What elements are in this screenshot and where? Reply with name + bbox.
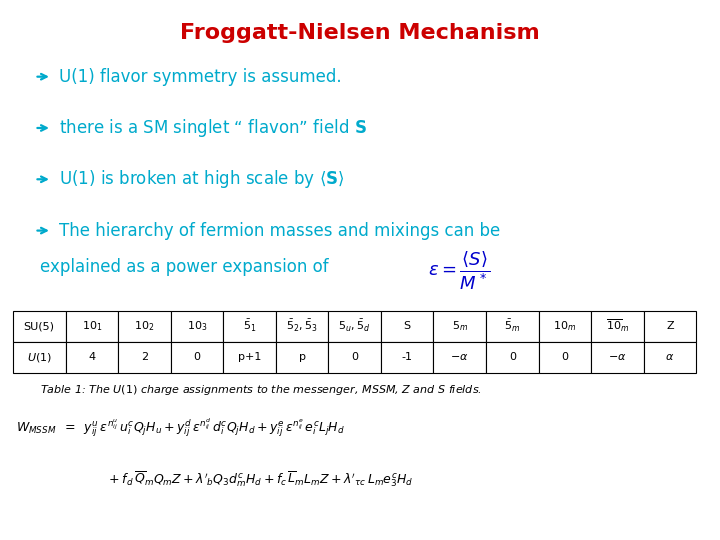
Text: $U(1)$: $U(1)$ xyxy=(27,351,52,364)
Text: $10_3$: $10_3$ xyxy=(186,319,207,333)
Text: U(1) flavor symmetry is assumed.: U(1) flavor symmetry is assumed. xyxy=(59,68,342,86)
Text: $10_1$: $10_1$ xyxy=(81,319,102,333)
Text: -1: -1 xyxy=(402,353,413,362)
Text: $\bar{5}_1$: $\bar{5}_1$ xyxy=(243,318,256,334)
Bar xyxy=(328,310,381,342)
Bar xyxy=(171,310,223,342)
Bar xyxy=(433,310,486,342)
Text: 2: 2 xyxy=(141,353,148,362)
Bar xyxy=(486,342,539,373)
Bar xyxy=(276,310,328,342)
Text: $5_u,\bar{5}_d$: $5_u,\bar{5}_d$ xyxy=(338,318,371,334)
Text: $10_m$: $10_m$ xyxy=(553,319,577,333)
Bar xyxy=(118,310,171,342)
Text: The hierarchy of fermion masses and mixings can be: The hierarchy of fermion masses and mixi… xyxy=(59,221,500,240)
Bar xyxy=(591,310,644,342)
Text: p+1: p+1 xyxy=(238,353,261,362)
Text: $\epsilon = \dfrac{\langle S\rangle}{M^*}$: $\epsilon = \dfrac{\langle S\rangle}{M^*… xyxy=(428,249,491,293)
Bar xyxy=(13,342,66,373)
Bar xyxy=(486,310,539,342)
Text: $-\alpha$: $-\alpha$ xyxy=(608,353,626,362)
Text: $5_m$: $5_m$ xyxy=(451,319,468,333)
Bar xyxy=(223,310,276,342)
Text: $\bar{5}_m$: $\bar{5}_m$ xyxy=(504,318,521,334)
Text: 0: 0 xyxy=(562,353,568,362)
Text: S: S xyxy=(404,321,410,331)
Bar xyxy=(644,342,696,373)
Bar xyxy=(13,310,66,342)
Text: $\bar{5}_2,\bar{5}_3$: $\bar{5}_2,\bar{5}_3$ xyxy=(287,318,318,334)
Bar xyxy=(66,342,118,373)
Text: p: p xyxy=(299,353,305,362)
Text: 0: 0 xyxy=(509,353,516,362)
Bar xyxy=(328,342,381,373)
Text: Froggatt-Nielsen Mechanism: Froggatt-Nielsen Mechanism xyxy=(180,23,540,43)
Bar xyxy=(591,342,644,373)
Bar xyxy=(276,342,328,373)
Text: $-\alpha$: $-\alpha$ xyxy=(451,353,469,362)
Bar xyxy=(171,342,223,373)
Text: $10_2$: $10_2$ xyxy=(134,319,155,333)
Text: $\alpha$: $\alpha$ xyxy=(665,353,675,362)
Text: Table 1: The $U(1)$ charge assignments to the messenger, MSSM, Z and S fields.: Table 1: The $U(1)$ charge assignments t… xyxy=(40,383,482,397)
Bar xyxy=(539,342,591,373)
Text: $+\;f_d\,\overline{Q}_m Q_m Z + \lambda'_b Q_3 d^c_m H_d+ f_c\,\overline{L}_m L_: $+\;f_d\,\overline{Q}_m Q_m Z + \lambda'… xyxy=(108,470,413,489)
Bar xyxy=(433,342,486,373)
Bar xyxy=(223,342,276,373)
Text: 4: 4 xyxy=(89,353,95,362)
Text: explained as a power expansion of: explained as a power expansion of xyxy=(40,258,328,276)
Text: $W_{MSSM} \;\;=\;\; y^u_{ij}\,\epsilon^{n^u_{ij}}\,u^c_i Q_j H_u+y^d_{ij}\,\epsi: $W_{MSSM} \;\;=\;\; y^u_{ij}\,\epsilon^{… xyxy=(16,416,345,438)
Text: $\overline{10}_m$: $\overline{10}_m$ xyxy=(606,318,629,334)
Bar xyxy=(66,310,118,342)
Text: 0: 0 xyxy=(194,353,200,362)
Bar xyxy=(381,310,433,342)
Text: 0: 0 xyxy=(351,353,358,362)
Bar xyxy=(118,342,171,373)
Text: SU(5): SU(5) xyxy=(24,321,55,331)
Bar xyxy=(539,310,591,342)
Bar xyxy=(644,310,696,342)
Text: there is a SM singlet “ flavon” field $\mathbf{S}$: there is a SM singlet “ flavon” field $\… xyxy=(59,117,367,139)
Bar xyxy=(381,342,433,373)
Text: Z: Z xyxy=(666,321,674,331)
Text: U(1) is broken at high scale by $\langle\mathbf{S}\rangle$: U(1) is broken at high scale by $\langle… xyxy=(59,168,345,190)
